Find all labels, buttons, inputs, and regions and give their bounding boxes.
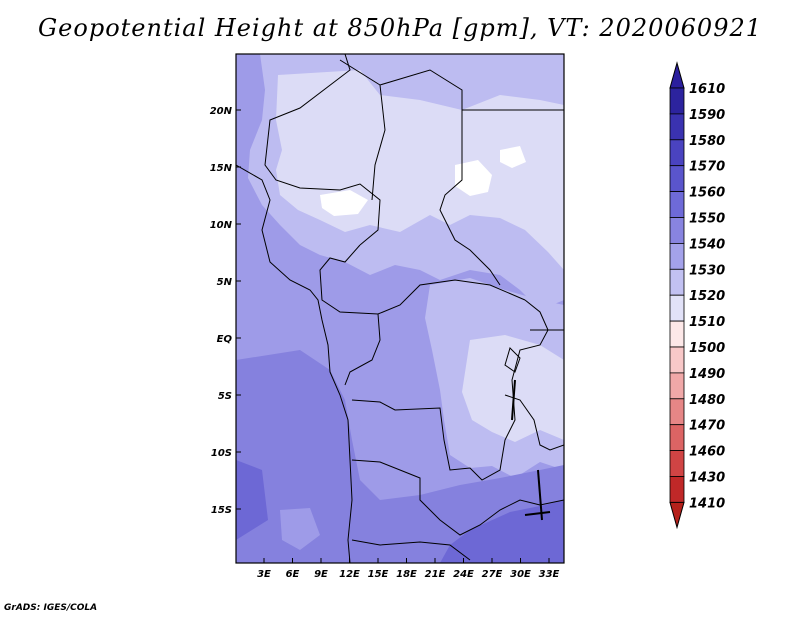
map-axes: 20N 15N 10N 5N EQ 5S 10S 15S 3E 6E 9E 12E 15E 18E 21E 2… (210, 106, 560, 580)
colorbar-swatch (669, 450, 685, 477)
lat-label: 10N (210, 220, 233, 231)
field-region-1510-b (500, 146, 526, 168)
colorbar-label: 1480 (689, 393, 725, 408)
colorbar-label: 1550 (689, 212, 725, 227)
colorbar-swatch (669, 242, 685, 270)
colorbar-label: 1460 (689, 445, 725, 460)
chart-title: Geopotential Height at 850hPa [gpm], VT:… (38, 14, 762, 42)
map-frame (235, 53, 565, 564)
border-car (319, 244, 526, 315)
colorbar-label: 1470 (689, 419, 725, 434)
lon-label: 3E (257, 569, 271, 580)
border-chad (339, 59, 501, 286)
colorbar-label: 1540 (689, 237, 725, 252)
colorbar-swatch (669, 191, 685, 218)
colorbar-swatch (669, 398, 685, 426)
lat-label: 20N (210, 106, 233, 117)
lake-tanganyika (511, 379, 516, 421)
lon-label: 33E (539, 569, 560, 580)
lake-kariba (524, 511, 551, 516)
colorbar-label: 1510 (689, 315, 725, 330)
lon-label: 18E (396, 569, 417, 580)
border-niger (264, 54, 381, 246)
border-drc (351, 299, 549, 481)
lon-label: 15E (368, 569, 389, 580)
lon-label: 12E (339, 569, 360, 580)
lake-kivu (504, 347, 521, 373)
field-region-1510-a (455, 160, 492, 196)
border-tanzania (504, 394, 564, 451)
lon-label: 30E (510, 569, 531, 580)
lon-label: 24E (453, 569, 474, 580)
lat-label: 15S (211, 505, 232, 516)
colorbar-swatch (669, 320, 685, 348)
colorbar-swatch (669, 268, 685, 296)
colorbar-label: 1610 (689, 82, 725, 97)
coastline (236, 164, 353, 563)
colorbar-label: 1530 (689, 263, 725, 278)
colorbar-bottom-arrow (669, 501, 685, 530)
lake-malawi (537, 469, 543, 521)
colorbar-swatch (669, 372, 685, 400)
border-namibia (351, 539, 471, 561)
colorbar-swatch (669, 87, 685, 115)
colorbar-swatch (669, 113, 685, 141)
lat-label: 15N (210, 163, 233, 174)
lon-label: 6E (286, 569, 300, 580)
colorbar-swatch (669, 476, 685, 503)
country-borders (236, 54, 564, 563)
colorbar-top-arrow (669, 61, 685, 89)
colorbar-label: 1520 (689, 289, 725, 304)
colorbar-label: 1570 (689, 160, 725, 175)
colorbar-label: 1500 (689, 341, 725, 356)
field-region-1510-c (320, 190, 368, 216)
field-region-1560-west (236, 460, 268, 540)
lon-label: 21E (425, 569, 446, 580)
colorbar-swatch (669, 294, 685, 322)
colorbar-swatch (669, 139, 685, 167)
field-region-1520 (276, 70, 564, 270)
border-congo (344, 313, 381, 386)
colorbar-label: 1590 (689, 108, 725, 123)
height-field (236, 54, 564, 563)
colorbar-swatch (669, 165, 685, 192)
lat-label: 5S (218, 391, 232, 402)
colorbar-label: 1430 (689, 471, 725, 486)
field-region-1560 (440, 500, 564, 563)
colorbar-swatch (669, 424, 685, 452)
colorbar-label: 1410 (689, 496, 725, 511)
grads-credit: GrADS: IGES/COLA (4, 603, 98, 613)
colorbar-swatch (669, 346, 685, 374)
field-region-1550 (236, 350, 564, 563)
border-angola-zambia (351, 459, 564, 536)
colorbar-label: 1580 (689, 134, 725, 149)
colorbar: 1610 1590 1580 1570 1560 1550 1540 1530 1520 1510… (669, 61, 725, 530)
colorbar-swatch (669, 217, 685, 244)
lat-label: EQ (217, 334, 233, 345)
field-region-1540-sw (280, 508, 320, 550)
colorbar-label: 1490 (689, 367, 725, 382)
colorbar-label: 1560 (689, 186, 725, 201)
field-region-1540-angola (360, 405, 445, 490)
lat-label: 5N (217, 277, 233, 288)
lon-label: 27E (482, 569, 503, 580)
border-niger-chad (371, 84, 386, 201)
lon-label: 9E (314, 569, 328, 580)
lat-label: 10S (211, 448, 232, 459)
